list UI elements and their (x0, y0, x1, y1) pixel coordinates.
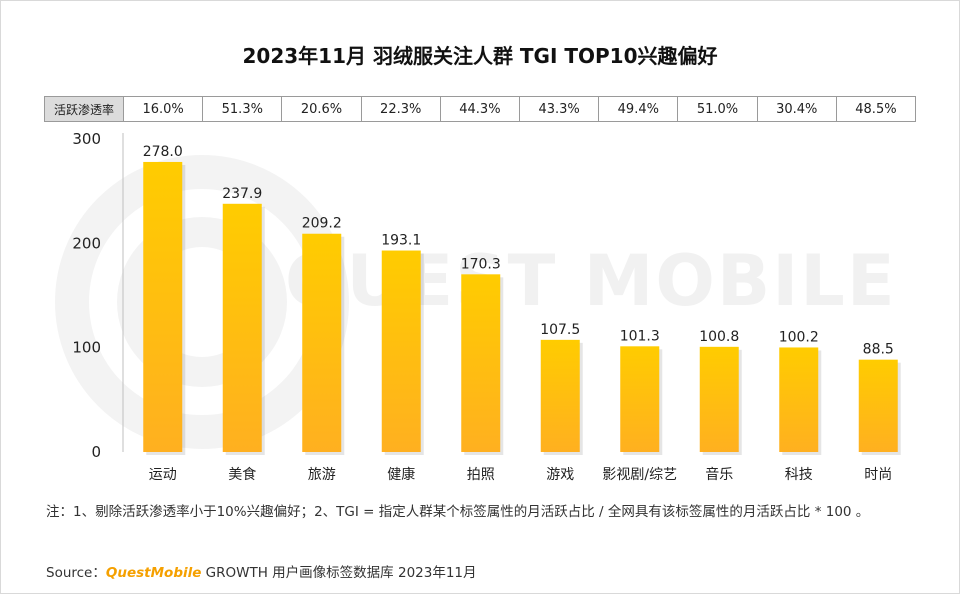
source-brand: QuestMobile (105, 565, 202, 581)
bar-2 (302, 233, 342, 452)
x-category-label: 科技 (785, 467, 813, 483)
bar-5 (540, 339, 580, 452)
bar-value-label: 278.0 (143, 144, 183, 160)
bar-value-label: 101.3 (620, 328, 660, 344)
x-category-label: 影视剧/综艺 (602, 467, 677, 483)
bar-value-label: 237.9 (222, 186, 262, 202)
y-tick-label: 200 (72, 234, 101, 252)
bar-chart: 0 100 200 300 278.0 237.9 209.2 193.1 170.3 107.… (72, 130, 901, 483)
penetration-row-header: 活跃渗透率 (45, 97, 124, 121)
penetration-cell: 30.4% (758, 97, 837, 121)
bar-value-label: 100.8 (699, 329, 739, 345)
chart-title: 2023年11月 羽绒服关注人群 TGI TOP10兴趣偏好 (242, 44, 718, 68)
footnote: 注：1、剔除活跃渗透率小于10%兴趣偏好；2、TGI = 指定人群某个标签属性的… (46, 504, 870, 520)
penetration-cell: 51.3% (203, 97, 283, 121)
bar-value-label: 193.1 (381, 233, 421, 249)
penetration-cell: 20.6% (282, 97, 362, 121)
x-category-label: 旅游 (308, 467, 336, 483)
penetration-cell: 48.5% (855, 101, 897, 117)
bar-8 (779, 347, 819, 452)
x-category-label: 时尚 (864, 467, 892, 483)
x-category-label: 运动 (149, 467, 177, 483)
x-category-label: 健康 (387, 466, 415, 483)
penetration-cell: 16.0% (124, 97, 204, 121)
y-tick-label: 0 (91, 443, 101, 461)
bar-value-label: 100.2 (779, 329, 819, 345)
penetration-cell: 43.3% (520, 97, 600, 121)
source-prefix: Source： (46, 565, 106, 581)
bar-value-label: 107.5 (540, 322, 580, 338)
bar-value-label: 209.2 (302, 216, 342, 232)
x-category-label: 游戏 (546, 467, 574, 483)
bar-9 (858, 359, 898, 452)
x-category-label: 美食 (228, 466, 256, 483)
bar-value-label: 88.5 (863, 342, 894, 358)
bar-7 (699, 346, 739, 452)
bar-1 (222, 203, 262, 452)
source-suffix: GROWTH 用户画像标签数据库 2023年11月 (201, 565, 477, 581)
penetration-cell: 51.0% (678, 97, 758, 121)
penetration-cells: 16.0% 51.3% 20.6% 22.3% 44.3% 43.3% 49.4% 51.0%… (124, 97, 915, 121)
source-line: Source：QuestMobile GROWTH 用户画像标签数据库 2023… (46, 561, 477, 581)
bar-0 (143, 161, 183, 452)
penetration-cell: 49.4% (599, 97, 679, 121)
bar-4 (461, 274, 501, 452)
y-tick-label: 100 (72, 339, 101, 357)
bar-value-label: 170.3 (461, 256, 501, 272)
y-tick-label: 300 (72, 130, 101, 148)
x-category-label: 拍照 (467, 467, 495, 483)
active-penetration-table: 活跃渗透率 16.0% 51.3% 20.6% 22.3% 44.3% 43.3% 49.4… (44, 96, 916, 122)
penetration-cell: 44.3% (441, 97, 521, 121)
penetration-cell: 22.3% (362, 97, 441, 121)
bar-3 (381, 250, 421, 452)
x-category-label: 音乐 (705, 466, 733, 483)
bar-6 (620, 346, 660, 452)
